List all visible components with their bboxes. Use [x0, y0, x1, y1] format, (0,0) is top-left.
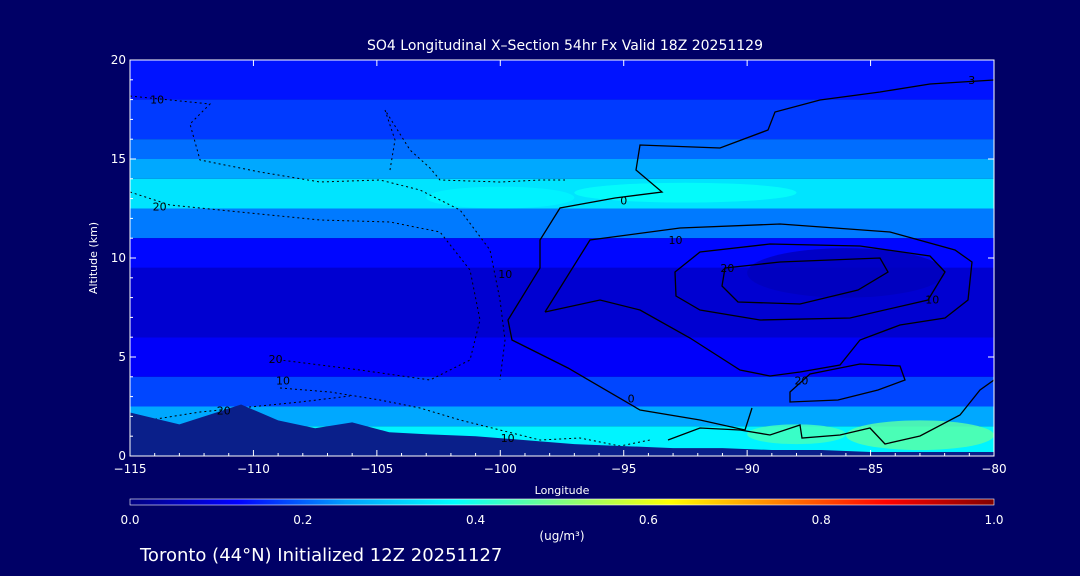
colorbar-tick-label: 1.0	[984, 513, 1003, 527]
x-axis-label: Longitude	[535, 484, 590, 497]
contour-label-11: 10	[925, 294, 939, 307]
contour-label-9: 3	[968, 74, 975, 87]
field-band-8	[130, 337, 994, 377]
contour-label-6: 10	[498, 268, 512, 281]
x-axis: −115 −110 −105 −100 −95 −90 −85 −80	[114, 60, 1007, 476]
contour-label-13: 0	[628, 393, 635, 406]
terrain	[130, 404, 994, 456]
field-band-3	[130, 159, 994, 179]
x-tick-label: −105	[360, 462, 393, 476]
colorbar-tick-label: 0.0	[120, 513, 139, 527]
contour-label-7: 0	[620, 195, 627, 208]
y-axis-label: Altitude (km)	[87, 222, 100, 294]
field-feature-2	[747, 248, 945, 298]
y-tick-label: 15	[111, 152, 126, 166]
x-tick-label: −100	[484, 462, 517, 476]
x-tick-label: −110	[237, 462, 270, 476]
contour-line-neg10-b	[384, 109, 565, 183]
colorbar: 0.0 0.2 0.4 0.6 0.8 1.0 (ug/m³)	[120, 498, 1004, 543]
colorbar-ticks: 0.0 0.2 0.4 0.6 0.8 1.0	[120, 513, 1003, 527]
terrain-profile	[130, 404, 994, 456]
colorbar-tick-label: 0.6	[639, 513, 658, 527]
field-feature-1	[426, 186, 575, 209]
contour-line-20-low	[789, 363, 906, 403]
x-tick-label: −90	[734, 462, 759, 476]
field-band-5	[130, 208, 994, 239]
colorbar-tick-label: 0.2	[293, 513, 312, 527]
colorbar-tick-label: 0.4	[466, 513, 485, 527]
footer-initialization-text: Toronto (44°N) Initialized 12Z 20251127	[139, 545, 502, 566]
x-tick-label: −80	[981, 462, 1006, 476]
chart-title: SO4 Longitudinal X–Section 54hr Fx Valid…	[367, 38, 763, 54]
field-band-1	[130, 99, 994, 140]
contour-label-10: 20	[720, 262, 734, 275]
field-band-2	[130, 139, 994, 159]
contour-line-neg20	[130, 191, 481, 381]
contour-line-10	[544, 223, 973, 377]
contour-labels: 10 20 20 10 20 10 10 0 10 3 20 10 20 0	[150, 74, 975, 445]
contour-line-neg10-c	[279, 387, 651, 447]
contour-label-5: 10	[501, 432, 515, 445]
contour-label-4: 20	[217, 404, 231, 417]
colorbar-tick-label: 0.8	[812, 513, 831, 527]
contour-line-0-low	[667, 379, 994, 445]
contour-label-8: 10	[669, 234, 683, 247]
contour-line-30	[721, 257, 889, 305]
y-tick-label: 20	[111, 53, 126, 67]
plot-area: 10 20 20 10 20 10 10 0 10 3 20 10 20 0	[130, 60, 994, 456]
field-feature-3	[845, 420, 994, 451]
field-band-10	[130, 406, 994, 427]
field-band-0	[130, 60, 994, 100]
x-tick-label: −85	[858, 462, 883, 476]
y-tick-label: 0	[118, 449, 126, 463]
contour-line-3	[507, 79, 994, 431]
field-band-9	[130, 376, 994, 407]
x-tick-label: −115	[114, 462, 147, 476]
field-feature-0	[574, 182, 797, 203]
contour-label-2: 20	[269, 353, 283, 366]
contour-line-neg10	[130, 95, 506, 381]
y-tick-label: 5	[118, 350, 126, 364]
contour-label-12: 20	[794, 375, 808, 388]
contour-label-0: 10	[150, 94, 164, 107]
x-tick-label: −95	[611, 462, 636, 476]
field-feature-4	[747, 424, 846, 445]
contour-label-3: 10	[276, 375, 290, 388]
concentration-field	[130, 60, 994, 456]
colorbar-gradient	[129, 498, 995, 506]
contour-label-1: 20	[153, 200, 167, 213]
contour-line-20	[674, 243, 946, 321]
y-tick-label: 10	[111, 251, 126, 265]
colorbar-unit-label: (ug/m³)	[539, 529, 584, 543]
y-axis: 0 5 10 15 20	[111, 53, 994, 463]
